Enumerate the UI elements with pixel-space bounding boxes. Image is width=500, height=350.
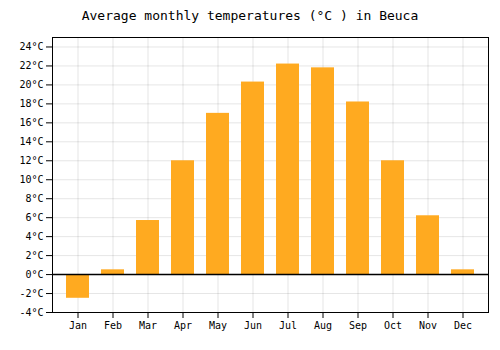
svg-text:14°C: 14°C xyxy=(19,136,43,147)
svg-text:Aug: Aug xyxy=(314,320,332,331)
svg-text:-4°C: -4°C xyxy=(19,307,43,318)
svg-text:May: May xyxy=(209,320,227,331)
svg-text:8°C: 8°C xyxy=(25,193,43,204)
svg-text:Dec: Dec xyxy=(454,320,472,331)
svg-text:20°C: 20°C xyxy=(19,79,43,90)
svg-text:24°C: 24°C xyxy=(19,41,43,52)
svg-text:Jun: Jun xyxy=(244,320,262,331)
svg-text:0°C: 0°C xyxy=(25,269,43,280)
svg-text:Mar: Mar xyxy=(139,320,157,331)
svg-text:16°C: 16°C xyxy=(19,117,43,128)
svg-text:2°C: 2°C xyxy=(25,250,43,261)
svg-text:4°C: 4°C xyxy=(25,231,43,242)
svg-text:Jul: Jul xyxy=(279,320,297,331)
svg-text:Sep: Sep xyxy=(349,320,367,331)
svg-text:6°C: 6°C xyxy=(25,212,43,223)
svg-text:Jan: Jan xyxy=(69,320,87,331)
html-text:Average monthly temperatures (: Average monthly temperatures (°C ) in Be… xyxy=(81,8,419,23)
svg-text:Oct: Oct xyxy=(384,320,402,331)
svg-text:18°C: 18°C xyxy=(19,98,43,109)
svg-text:12°C: 12°C xyxy=(19,155,43,166)
svg-text:Apr: Apr xyxy=(174,320,192,331)
svg-text:-2°C: -2°C xyxy=(19,288,43,299)
svg-text:Nov: Nov xyxy=(419,320,437,331)
svg-text:Feb: Feb xyxy=(104,320,122,331)
svg-text:10°C: 10°C xyxy=(19,174,43,185)
svg-text:22°C: 22°C xyxy=(19,60,43,71)
